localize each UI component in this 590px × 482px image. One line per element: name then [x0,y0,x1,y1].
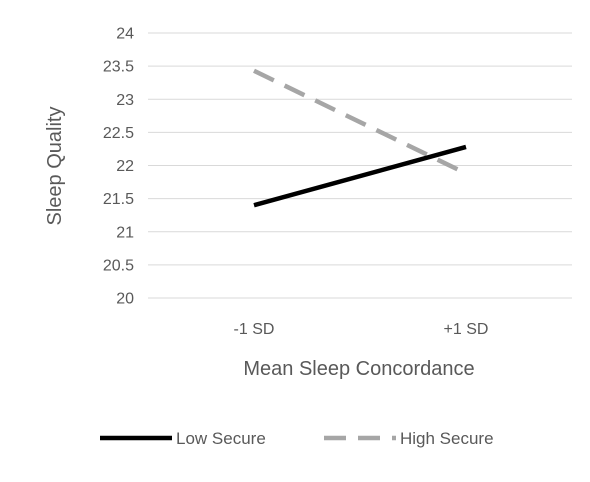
x-tick-label: -1 SD [234,321,275,338]
legend-label-low-secure: Low Secure [176,429,266,448]
y-axis-title: Sleep Quality [44,107,66,226]
y-tick-label: 21.5 [103,191,134,208]
y-tick-label: 20 [116,291,134,308]
y-tick-label: 22.5 [103,125,134,142]
series-line-high-secure [253,68,467,176]
x-axis-ticks: -1 SD +1 SD [234,321,489,338]
x-axis-title: Mean Sleep Concordance [243,358,474,380]
y-tick-label: 20.5 [103,257,134,274]
y-tick-label: 23 [116,92,134,109]
x-tick-label: +1 SD [444,321,489,338]
gridlines [148,32,572,299]
y-tick-label: 24 [116,26,134,43]
y-tick-label: 23.5 [103,59,134,76]
series-lines [253,68,467,208]
y-axis-ticks: 20 20.5 21 21.5 22 22.5 23 23.5 24 [103,26,134,308]
legend: Low Secure High Secure [100,429,494,448]
series-line-low-secure [253,144,467,208]
legend-label-high-secure: High Secure [400,429,494,448]
y-tick-label: 21 [116,224,134,241]
y-tick-label: 22 [116,158,134,175]
